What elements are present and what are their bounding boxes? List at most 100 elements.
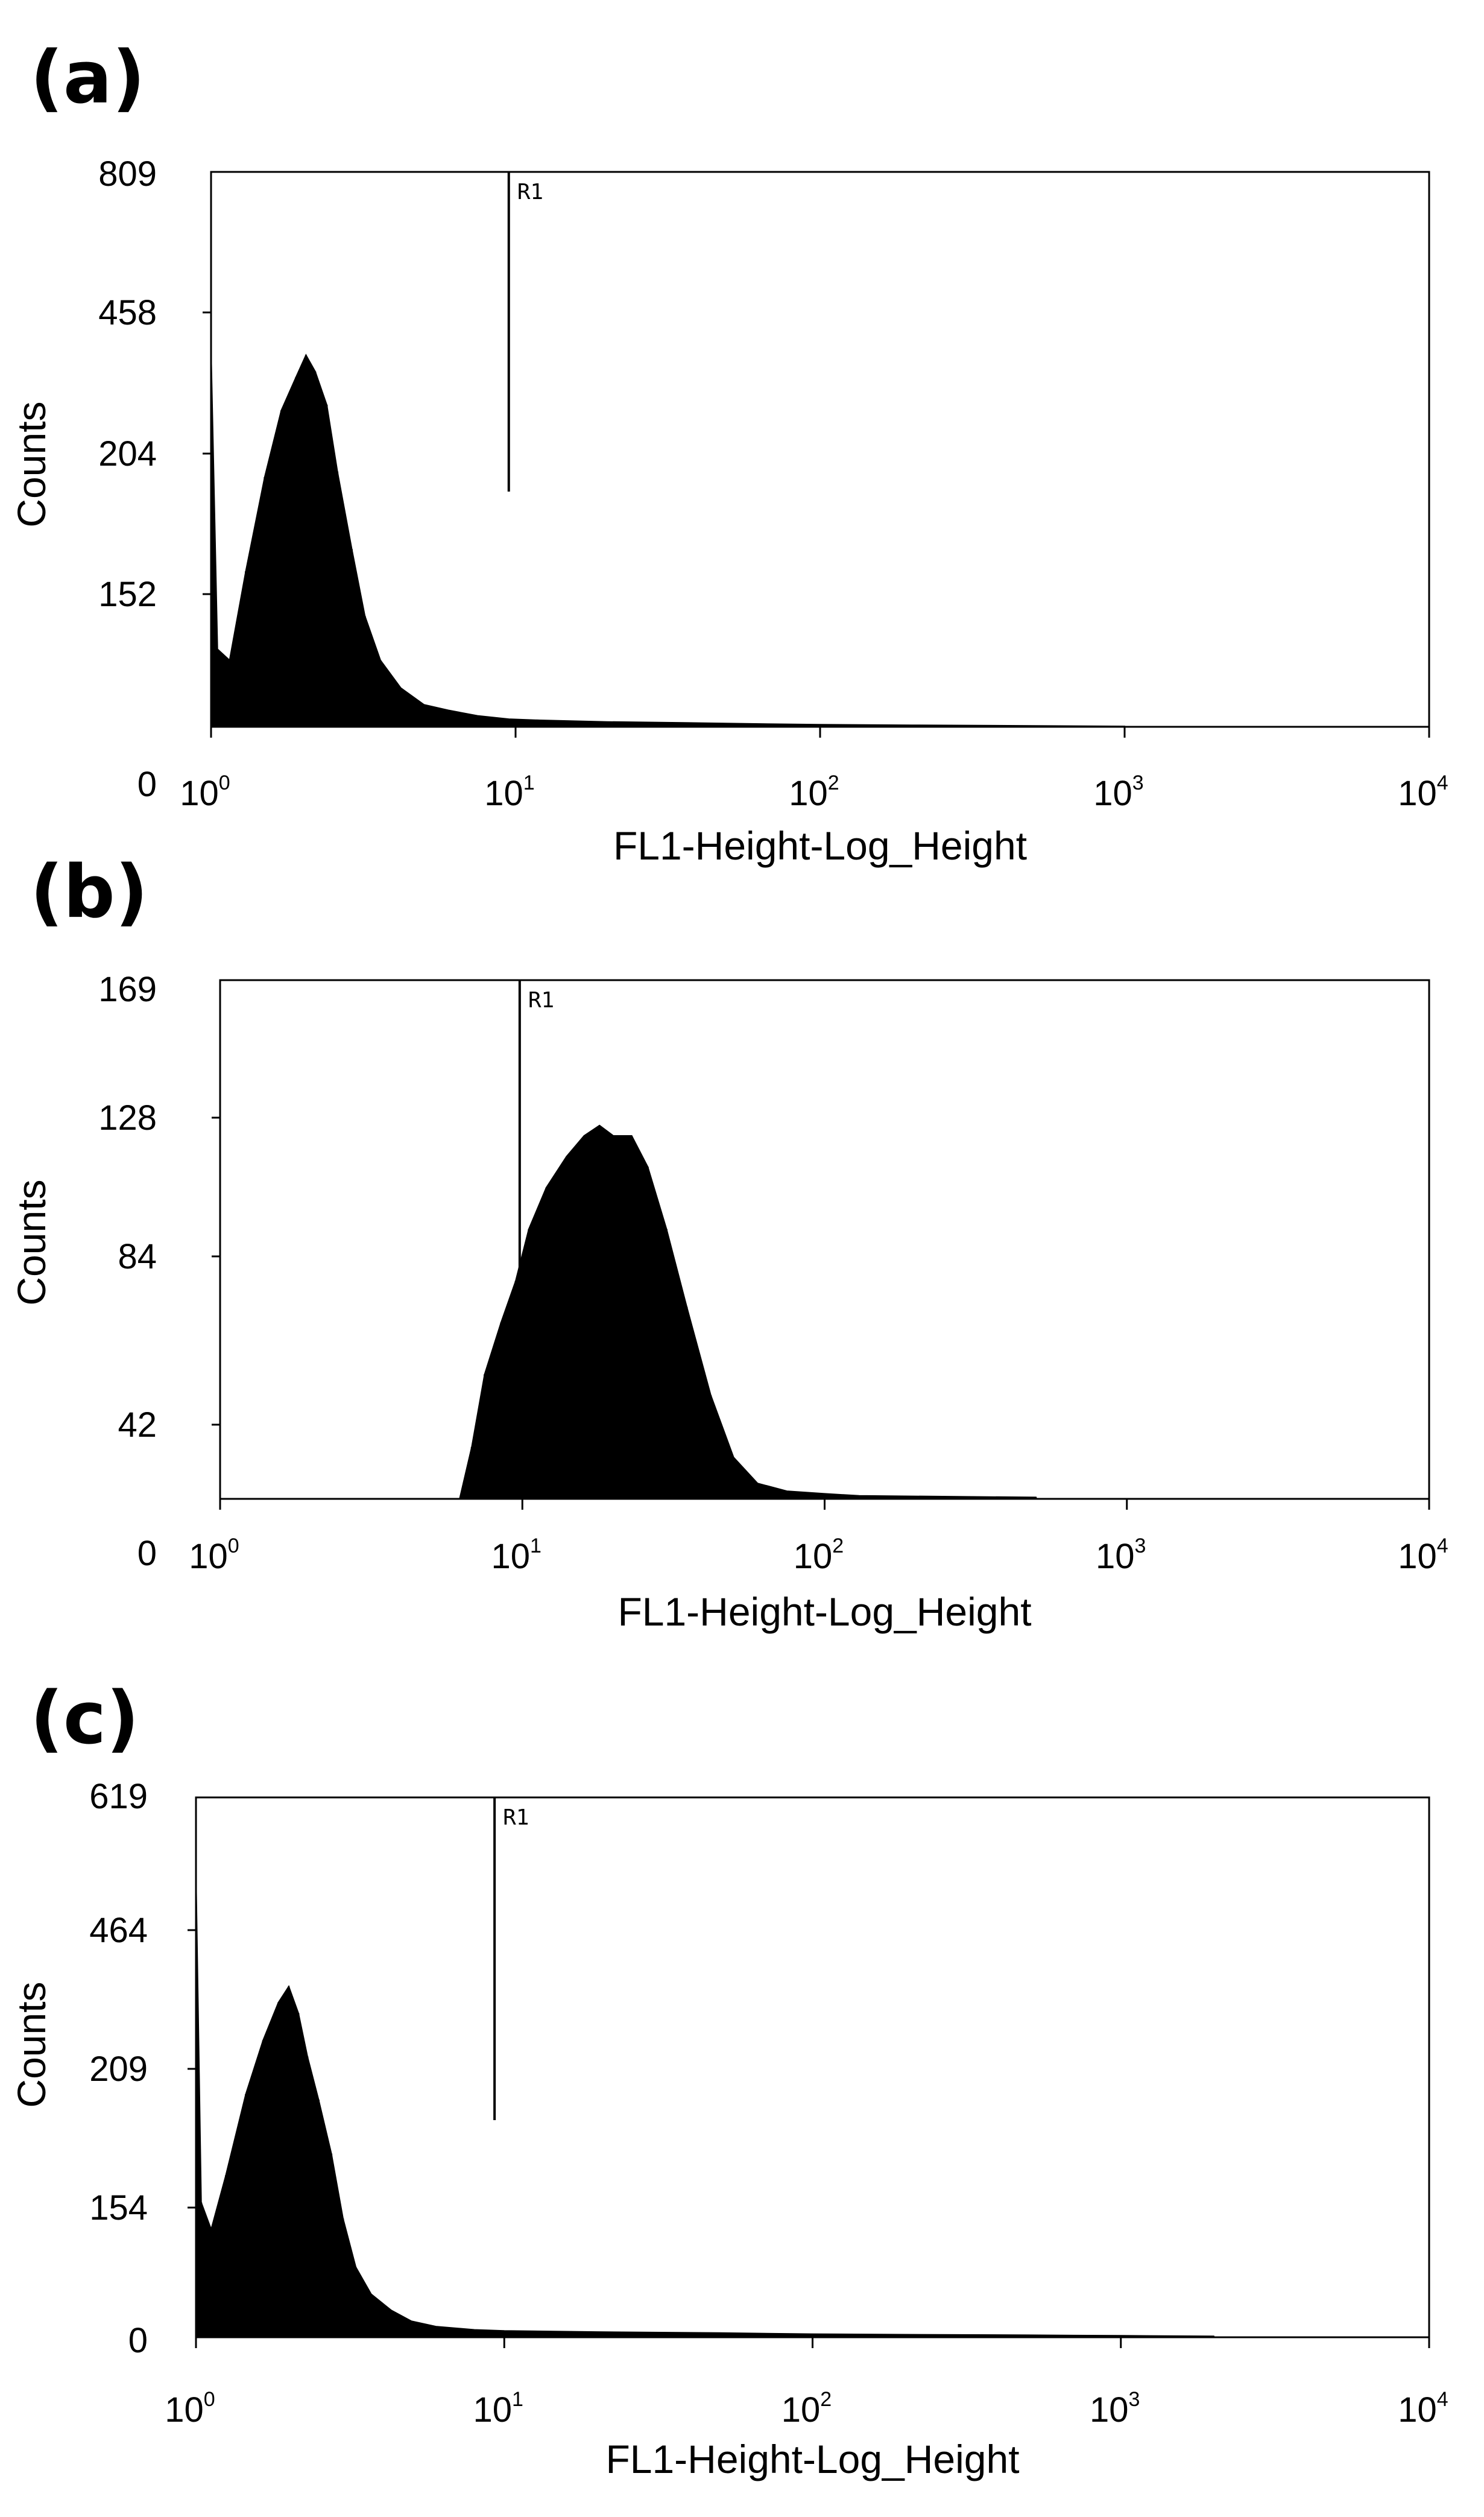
histogram-bin-7 — [305, 355, 307, 727]
histogram-bin-1 — [470, 1447, 473, 1499]
y-tick-label: 204 — [98, 434, 157, 473]
histogram-bin-23 — [819, 724, 821, 727]
histogram-bin-16 — [410, 2321, 412, 2337]
histogram-bin-0 — [195, 1873, 197, 2337]
y-tick-label: 0 — [128, 2321, 148, 2360]
histogram-bin-15 — [390, 2310, 393, 2338]
y-tick-label: 619 — [89, 1777, 148, 1816]
histogram-bin-5 — [528, 1229, 530, 1499]
histogram-bin-8 — [297, 2013, 300, 2337]
histogram-bin-18 — [508, 719, 510, 727]
histogram-bin-6 — [295, 377, 297, 727]
histogram-bin-11 — [330, 2153, 333, 2337]
histogram-bin-10 — [317, 2100, 320, 2337]
histogram-bin-12 — [646, 1167, 649, 1499]
x-tick-label: 103 — [1093, 771, 1143, 813]
histogram-bin-5 — [262, 2040, 264, 2338]
gate-label: R1 — [503, 1805, 529, 1830]
histogram-bin-23 — [904, 2334, 906, 2337]
panel-label: (a) — [30, 36, 145, 120]
histogram-bin-15 — [710, 1395, 712, 1499]
histogram-bin-14 — [686, 1306, 688, 1499]
histogram-bin-15 — [423, 704, 425, 727]
histogram-bin-19 — [538, 720, 541, 727]
histogram-bin-13 — [665, 1229, 668, 1499]
histogram-bin-25 — [1032, 726, 1034, 727]
histogram-bin-20 — [606, 721, 608, 727]
histogram-panel-3: (c) 100 101 102 103 104 0 154 209 464 619 Counts FL1… — [9, 1677, 1448, 2481]
x-axis-title: FL1-Height-Log_Height — [613, 823, 1027, 868]
y-tick-label: 128 — [98, 1098, 157, 1138]
histogram-bin-0 — [210, 349, 212, 727]
x-tick-label: 101 — [484, 771, 534, 813]
x-tick-label: 103 — [1090, 2388, 1140, 2430]
x-tick-label: 100 — [189, 1534, 239, 1576]
histogram-bin-14 — [370, 2294, 372, 2337]
histogram-bin-11 — [351, 549, 353, 727]
histogram-bin-4 — [245, 2094, 247, 2338]
gate-label: R1 — [528, 988, 554, 1013]
y-tick-label: 0 — [137, 1534, 157, 1573]
histogram-bin-24 — [911, 725, 913, 727]
histogram-bin-24 — [1027, 2335, 1029, 2337]
x-tick-label: 101 — [473, 2388, 523, 2430]
y-tick-label: 42 — [118, 1405, 157, 1445]
histogram-bin-14 — [400, 688, 402, 727]
x-tick-label: 100 — [165, 2388, 215, 2430]
histogram-bin-21 — [1035, 1497, 1037, 1499]
histogram-bin-17 — [476, 715, 479, 727]
x-tick-label: 101 — [491, 1534, 542, 1576]
histogram-bin-7 — [288, 1986, 290, 2338]
histogram-area — [210, 349, 1125, 727]
y-tick-label: 152 — [98, 575, 157, 614]
histogram-panel-1: (a) 100 101 102 103 104 0 152 204 458 809 Counts FL1… — [9, 36, 1448, 868]
histogram-bin-9 — [306, 2056, 309, 2337]
histogram-bin-3 — [500, 1322, 502, 1499]
histogram-bin-17 — [756, 1483, 759, 1499]
histogram-bin-13 — [379, 660, 382, 727]
panel-label: (c) — [30, 1677, 139, 1761]
y-tick-label: 0 — [137, 765, 157, 804]
histogram-bin-26 — [1213, 2336, 1215, 2337]
y-tick-label: 209 — [89, 2050, 148, 2089]
histogram-bin-18 — [786, 1491, 788, 1499]
histogram-bin-6 — [277, 2003, 280, 2337]
histogram-bin-8 — [583, 1136, 586, 1499]
histogram-bin-2 — [210, 2229, 212, 2337]
histogram-bin-2 — [229, 660, 231, 727]
y-tick-label: 464 — [89, 1911, 148, 1950]
histogram-bin-25 — [1120, 2335, 1122, 2337]
y-tick-label: 154 — [89, 2188, 148, 2227]
y-axis-title: Counts — [9, 401, 54, 527]
histogram-area — [458, 1124, 1037, 1499]
x-tick-label: 104 — [1398, 2388, 1448, 2430]
y-axis-title: Counts — [9, 1179, 54, 1305]
histogram-bin-10 — [612, 1136, 614, 1499]
histogram-bin-16 — [733, 1457, 735, 1499]
histogram-bin-9 — [598, 1125, 601, 1499]
histogram-panel-2: (b) 100 101 102 103 104 0 42 84 128 169 Counts FL1-H… — [9, 850, 1448, 1634]
x-tick-label: 104 — [1398, 771, 1448, 813]
x-tick-label: 102 — [781, 2388, 832, 2430]
y-tick-label: 169 — [98, 970, 157, 1009]
y-tick-label: 809 — [98, 154, 157, 194]
panel-label: (b) — [30, 850, 148, 934]
histogram-bin-4 — [264, 477, 266, 727]
histogram-bin-1 — [216, 649, 219, 727]
histogram-bin-8 — [314, 372, 317, 727]
histogram-bin-19 — [824, 1493, 826, 1499]
histogram-bin-3 — [245, 571, 247, 727]
y-axis-title: Counts — [9, 1981, 54, 2107]
histogram-bin-9 — [326, 405, 328, 727]
histogram-bin-2 — [484, 1374, 486, 1499]
histogram-bin-22 — [812, 2334, 813, 2337]
x-tick-label: 104 — [1398, 1534, 1448, 1576]
histogram-bin-3 — [225, 2175, 227, 2337]
gate-label: R1 — [517, 180, 543, 204]
histogram-bin-6 — [545, 1188, 548, 1499]
y-tick-label: 458 — [98, 293, 157, 332]
x-axis-title: FL1-Height-Log_Height — [617, 1589, 1031, 1634]
histogram-bin-12 — [364, 616, 366, 727]
